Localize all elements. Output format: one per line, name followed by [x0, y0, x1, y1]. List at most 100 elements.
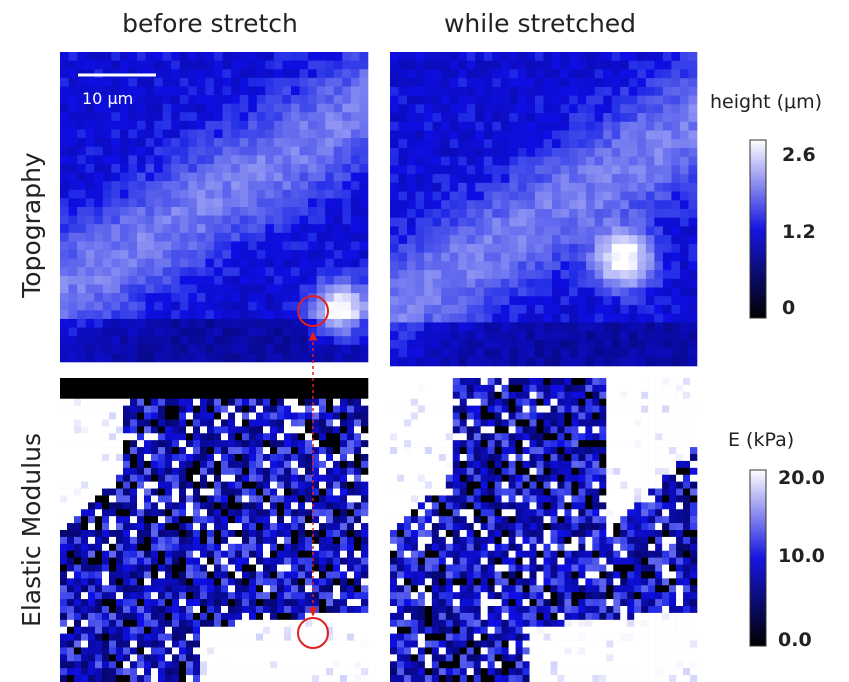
pixel: [446, 447, 453, 454]
pixel: [509, 104, 518, 113]
pixel: [612, 87, 621, 96]
pixel: [74, 530, 81, 537]
pixel: [109, 634, 116, 641]
pixel: [186, 426, 193, 433]
pixel: [249, 654, 256, 661]
pixel: [137, 509, 144, 516]
pixel: [441, 192, 450, 201]
pixel: [484, 253, 493, 262]
pixel: [165, 399, 172, 406]
pixel: [561, 87, 570, 96]
pixel: [492, 261, 501, 270]
pixel: [603, 235, 612, 244]
pixel: [94, 173, 103, 182]
pixel: [453, 392, 460, 399]
pixel: [249, 426, 256, 433]
pixel: [103, 112, 112, 121]
pixel: [165, 585, 172, 592]
pixel: [620, 296, 629, 305]
pixel: [361, 654, 368, 661]
pixel: [453, 523, 460, 530]
pixel: [425, 668, 432, 675]
pixel: [130, 634, 137, 641]
pixel: [274, 310, 283, 319]
pixel: [612, 157, 621, 166]
pixel: [544, 357, 553, 366]
pixel: [439, 502, 446, 509]
pixel: [274, 69, 283, 78]
pixel: [74, 558, 81, 565]
pixel: [404, 613, 411, 620]
pixel: [221, 482, 228, 489]
pixel: [146, 155, 155, 164]
pixel: [439, 613, 446, 620]
pixel: [439, 475, 446, 482]
pixel: [484, 96, 493, 105]
pixel: [418, 585, 425, 592]
pixel: [240, 328, 249, 337]
pixel: [450, 165, 459, 174]
pixel: [116, 654, 123, 661]
pixel: [163, 69, 172, 78]
pixel: [200, 558, 207, 565]
pixel: [526, 52, 535, 61]
pixel: [171, 267, 180, 276]
pixel: [319, 565, 326, 572]
pixel: [120, 336, 129, 345]
pixel: [172, 502, 179, 509]
pixel: [86, 267, 95, 276]
pixel: [418, 606, 425, 613]
pixel: [94, 319, 103, 328]
pixel: [102, 599, 109, 606]
pixel: [163, 130, 172, 139]
pixel: [128, 216, 137, 225]
pixel: [193, 440, 200, 447]
pixel: [475, 52, 484, 61]
pixel: [207, 426, 214, 433]
pixel: [544, 157, 553, 166]
pixel: [305, 627, 312, 634]
pixel: [111, 319, 120, 328]
pixel: [69, 173, 78, 182]
pixel: [207, 502, 214, 509]
pixel: [256, 627, 263, 634]
pixel: [333, 661, 340, 668]
pixel: [319, 475, 326, 482]
pixel: [450, 331, 459, 340]
pixel: [637, 209, 646, 218]
pixel: [578, 139, 587, 148]
pixel: [637, 131, 646, 140]
pixel: [390, 406, 397, 413]
pixel: [453, 668, 460, 675]
pixel: [165, 516, 172, 523]
pixel: [214, 544, 221, 551]
pixel: [60, 95, 69, 104]
pixel: [663, 288, 672, 297]
pixel: [200, 475, 207, 482]
pixel: [475, 96, 484, 105]
pixel: [74, 627, 81, 634]
pixel: [334, 293, 343, 302]
pixel: [518, 174, 527, 183]
pixel: [425, 509, 432, 516]
pixel: [235, 654, 242, 661]
pixel: [411, 627, 418, 634]
pixel: [137, 544, 144, 551]
pixel: [228, 661, 235, 668]
pixel: [334, 319, 343, 328]
pixel: [158, 627, 165, 634]
pixel: [284, 440, 291, 447]
pixel: [404, 565, 411, 572]
pixel: [460, 433, 467, 440]
pixel: [265, 181, 274, 190]
pixel: [291, 173, 300, 182]
pixel: [475, 226, 484, 235]
pixel: [663, 183, 672, 192]
pixel: [151, 627, 158, 634]
pixel: [407, 314, 416, 323]
pixel: [81, 585, 88, 592]
pixel: [172, 668, 179, 675]
pixel: [137, 523, 144, 530]
pixel: [397, 599, 404, 606]
pixel: [439, 620, 446, 627]
